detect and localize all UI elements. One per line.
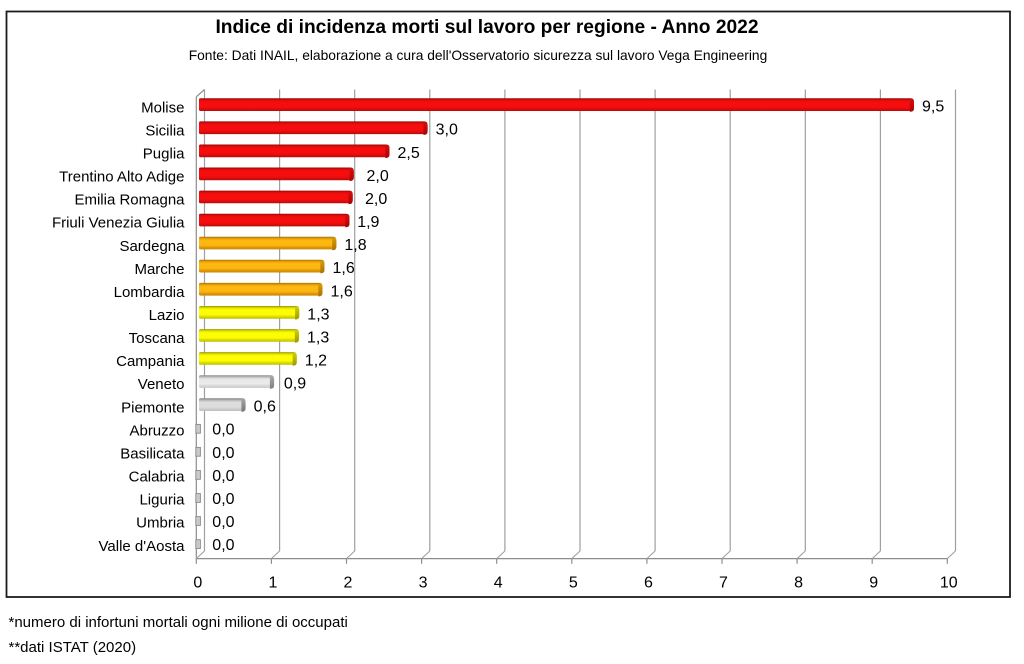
svg-text:Lombardia: Lombardia	[114, 284, 186, 301]
svg-text:Emilia Romagna: Emilia Romagna	[74, 192, 185, 209]
svg-text:1: 1	[268, 574, 277, 591]
svg-text:Marche: Marche	[134, 261, 184, 278]
svg-text:3: 3	[419, 574, 428, 591]
svg-text:1,6: 1,6	[331, 283, 353, 300]
svg-text:10: 10	[940, 574, 958, 591]
svg-text:1,3: 1,3	[307, 306, 329, 323]
svg-text:Sardegna: Sardegna	[119, 238, 185, 255]
svg-text:Calabria: Calabria	[129, 469, 186, 486]
svg-text:0,0: 0,0	[212, 537, 234, 554]
svg-text:Piemonte: Piemonte	[121, 399, 184, 416]
svg-text:1,6: 1,6	[333, 260, 355, 277]
svg-text:7: 7	[719, 574, 728, 591]
svg-text:9: 9	[869, 574, 878, 591]
svg-text:Puglia: Puglia	[143, 146, 185, 163]
svg-text:3,0: 3,0	[436, 122, 458, 139]
svg-text:0,0: 0,0	[212, 422, 234, 439]
svg-text:0,9: 0,9	[284, 376, 306, 393]
svg-text:Molise: Molise	[141, 99, 184, 116]
svg-text:Umbria: Umbria	[136, 515, 185, 532]
svg-text:2,0: 2,0	[367, 168, 389, 185]
svg-text:2: 2	[344, 574, 353, 591]
svg-text:Sicilia: Sicilia	[145, 122, 185, 139]
svg-text:Valle d'Aosta: Valle d'Aosta	[99, 538, 186, 555]
svg-text:0,0: 0,0	[212, 514, 234, 531]
svg-text:1,3: 1,3	[307, 329, 329, 346]
svg-text:0,6: 0,6	[254, 399, 276, 416]
svg-text:Campania: Campania	[116, 353, 185, 370]
svg-text:Liguria: Liguria	[139, 492, 185, 509]
svg-text:6: 6	[644, 574, 653, 591]
svg-text:4: 4	[494, 574, 503, 591]
svg-text:0,0: 0,0	[212, 491, 234, 508]
svg-text:2,0: 2,0	[365, 191, 387, 208]
svg-text:1,9: 1,9	[357, 214, 379, 231]
svg-text:5: 5	[569, 574, 578, 591]
svg-text:Veneto: Veneto	[138, 376, 185, 393]
svg-text:9,5: 9,5	[922, 99, 944, 116]
svg-text:0,0: 0,0	[212, 468, 234, 485]
svg-text:Abruzzo: Abruzzo	[129, 422, 184, 439]
svg-text:Friuli Venezia Giulia: Friuli Venezia Giulia	[52, 215, 185, 232]
svg-text:0,0: 0,0	[212, 445, 234, 462]
svg-text:2,5: 2,5	[398, 145, 420, 162]
svg-text:1,2: 1,2	[305, 353, 327, 370]
svg-text:Basilicata: Basilicata	[120, 446, 185, 463]
svg-text:Lazio: Lazio	[149, 307, 185, 324]
svg-text:Trentino Alto Adige: Trentino Alto Adige	[59, 169, 184, 186]
svg-text:1,8: 1,8	[344, 237, 366, 254]
svg-text:8: 8	[794, 574, 803, 591]
svg-text:Toscana: Toscana	[129, 330, 186, 347]
svg-text:0: 0	[193, 574, 202, 591]
